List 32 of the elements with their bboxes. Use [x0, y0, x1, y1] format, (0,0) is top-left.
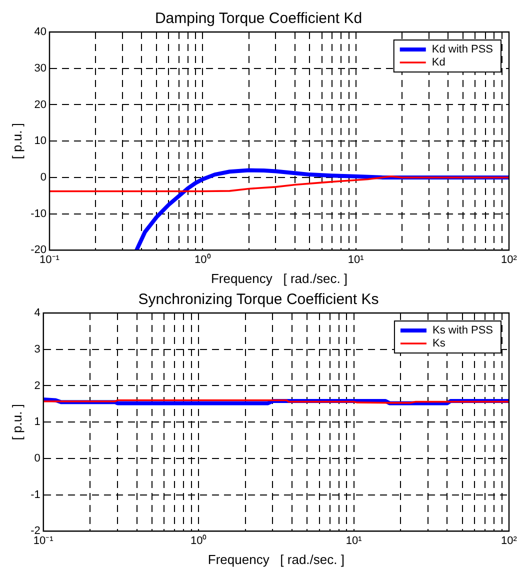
y-tick-label: 1: [34, 416, 40, 428]
y-tick-label: 40: [34, 26, 46, 38]
y-tick-label: -20: [30, 244, 46, 256]
y-tick-label: 0: [40, 172, 46, 184]
x-tick-label: 10⁻¹: [40, 254, 60, 266]
y-tick-label: 2: [34, 380, 40, 392]
legend-label: Kd with PSS: [432, 44, 493, 56]
y-axis-title: [ p.u. ]: [9, 404, 24, 440]
y-tick-label: -1: [30, 488, 40, 501]
legend-label: Ks: [432, 338, 446, 350]
x-tick-label: 10²: [501, 254, 518, 266]
chart-title: Damping Torque Coefficient Kd: [154, 10, 362, 28]
x-tick-label: 10⁰: [194, 252, 211, 266]
y-tick-label: -2: [30, 525, 40, 538]
x-tick-label: 10²: [501, 534, 518, 547]
legend-label: Ks with PSS: [432, 324, 494, 337]
x-tick-label: 10⁰: [190, 534, 207, 547]
y-axis-title: [ p.u. ]: [9, 123, 24, 160]
y-tick-label: 30: [34, 62, 46, 74]
legend-label: Kd: [432, 56, 446, 69]
x-tick-label: 10¹: [346, 534, 362, 547]
x-axis-title: Frequency [ rad./sec. ]: [208, 552, 344, 567]
y-tick-label: 10: [34, 135, 46, 148]
y-tick-label: -10: [30, 208, 46, 220]
y-tick-label: 0: [34, 452, 40, 464]
y-tick-label: 20: [34, 98, 46, 111]
x-tick-label: 10¹: [348, 254, 364, 266]
chart-title: Synchronizing Torque Coefficient Ks: [138, 291, 379, 308]
y-tick-label: 4: [34, 307, 40, 320]
x-tick-label: 10⁻¹: [33, 534, 54, 547]
y-tick-label: 3: [34, 343, 40, 356]
x-axis-title: Frequency [ rad./sec. ]: [210, 270, 348, 286]
